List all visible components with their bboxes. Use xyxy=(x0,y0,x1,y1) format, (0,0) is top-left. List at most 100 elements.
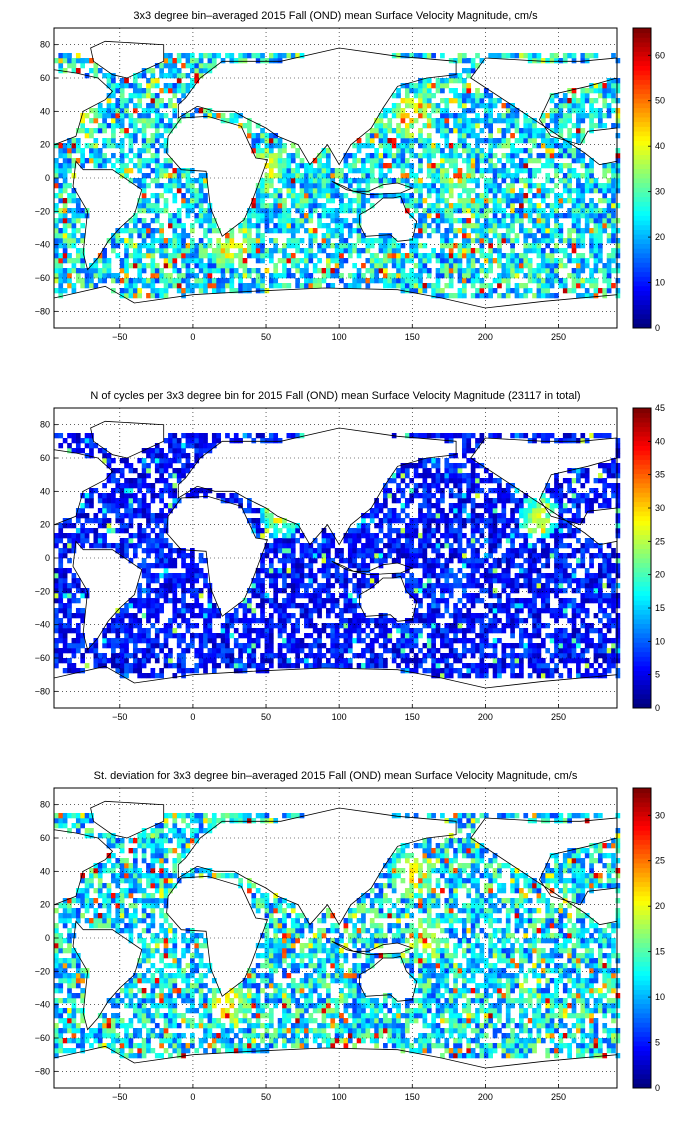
heatmap-cell xyxy=(154,523,160,529)
heatmap-cell xyxy=(365,543,371,549)
heatmap-cell xyxy=(132,613,138,619)
heatmap-cell xyxy=(67,628,72,634)
heatmap-cell xyxy=(185,578,191,584)
heatmap-cell xyxy=(115,658,121,664)
heatmap-cell xyxy=(461,218,467,224)
coastline-path xyxy=(359,195,418,242)
heatmap-cell xyxy=(361,648,366,654)
heatmap-cell xyxy=(457,228,463,234)
heatmap-cell xyxy=(383,113,388,119)
heatmap-cell xyxy=(325,648,331,654)
heatmap-cell xyxy=(176,98,182,104)
heatmap-cell xyxy=(290,553,296,559)
heatmap-cell xyxy=(479,213,485,219)
heatmap-cell xyxy=(510,153,515,159)
heatmap-cell xyxy=(501,223,507,229)
heatmap-cell xyxy=(558,213,564,219)
heatmap-cell xyxy=(365,198,371,204)
heatmap-cell xyxy=(505,188,511,194)
heatmap-cell xyxy=(203,178,208,184)
heatmap-cell xyxy=(387,548,393,554)
heatmap-cell xyxy=(597,223,603,229)
heatmap-cell xyxy=(168,583,173,589)
heatmap-cell xyxy=(374,148,379,154)
heatmap-cell xyxy=(115,613,121,619)
heatmap-cell xyxy=(356,268,362,274)
heatmap-cell xyxy=(361,528,366,534)
heatmap-cell xyxy=(400,278,406,284)
heatmap-cell xyxy=(93,153,99,159)
heatmap-cell xyxy=(483,223,489,229)
heatmap-cell xyxy=(185,208,191,214)
heatmap-cell xyxy=(387,163,393,169)
heatmap-cell xyxy=(391,113,397,119)
heatmap-cell xyxy=(159,288,164,294)
heatmap-cell xyxy=(426,138,432,144)
heatmap-cell xyxy=(378,278,384,284)
heatmap-cell xyxy=(470,158,476,164)
heatmap-cell xyxy=(190,573,195,579)
heatmap-cell xyxy=(475,233,480,239)
heatmap-cell xyxy=(268,658,274,664)
heatmap-cell xyxy=(347,618,353,624)
heatmap-cell xyxy=(606,278,612,284)
heatmap-cell xyxy=(80,528,86,534)
heatmap-cell xyxy=(89,148,94,154)
heatmap-cell xyxy=(576,153,581,159)
heatmap-cell xyxy=(251,133,257,139)
heatmap-cell xyxy=(470,273,476,279)
heatmap-cell xyxy=(492,143,498,149)
heatmap-cell xyxy=(97,538,103,544)
heatmap-cell xyxy=(422,88,428,94)
heatmap-cell xyxy=(562,253,568,259)
heatmap-cell xyxy=(457,273,463,279)
heatmap-cell xyxy=(444,258,450,264)
heatmap-cell xyxy=(119,528,125,534)
heatmap-cell xyxy=(282,248,287,254)
heatmap-cell xyxy=(514,148,520,154)
heatmap-cell xyxy=(84,533,90,539)
heatmap-cell xyxy=(418,233,423,239)
heatmap-cell xyxy=(589,248,594,254)
heatmap-cell xyxy=(198,438,204,444)
heatmap-cell xyxy=(527,188,533,194)
heatmap-cell xyxy=(198,68,204,74)
heatmap-cell xyxy=(334,598,340,604)
heatmap-cell xyxy=(58,63,64,69)
heatmap-cell xyxy=(62,68,68,74)
heatmap-cell xyxy=(128,148,134,154)
heatmap-cell xyxy=(299,188,305,194)
heatmap-cell xyxy=(181,278,186,284)
heatmap-cell xyxy=(124,263,129,269)
heatmap-cell xyxy=(567,153,572,159)
heatmap-cell xyxy=(97,153,103,159)
heatmap-cell xyxy=(299,213,305,219)
heatmap-cell xyxy=(334,643,340,649)
heatmap-cell xyxy=(132,288,138,294)
heatmap-cell xyxy=(400,253,406,259)
heatmap-cell xyxy=(611,163,616,169)
heatmap-cell xyxy=(97,108,103,114)
heatmap-cell xyxy=(185,283,191,289)
heatmap-cell xyxy=(146,263,151,269)
heatmap-cell xyxy=(435,83,441,89)
heatmap-cell xyxy=(277,258,283,264)
heatmap-cell xyxy=(172,173,178,179)
heatmap-cell xyxy=(115,118,121,124)
heatmap-cell xyxy=(527,123,533,129)
heatmap-cell xyxy=(106,498,112,504)
heatmap-cell xyxy=(312,183,318,189)
heatmap-cell xyxy=(374,558,379,564)
heatmap-cell xyxy=(549,293,555,299)
heatmap-cell xyxy=(163,58,169,64)
heatmap-cell xyxy=(176,638,182,644)
heatmap-cell xyxy=(589,178,594,184)
heatmap-cell xyxy=(554,58,559,64)
heatmap-cell xyxy=(198,193,204,199)
heatmap-cell xyxy=(172,433,178,439)
heatmap-cell xyxy=(365,548,371,554)
heatmap-cell xyxy=(409,168,415,174)
heatmap-cell xyxy=(519,218,524,224)
heatmap-cell xyxy=(383,558,388,564)
heatmap-cell xyxy=(154,543,160,549)
